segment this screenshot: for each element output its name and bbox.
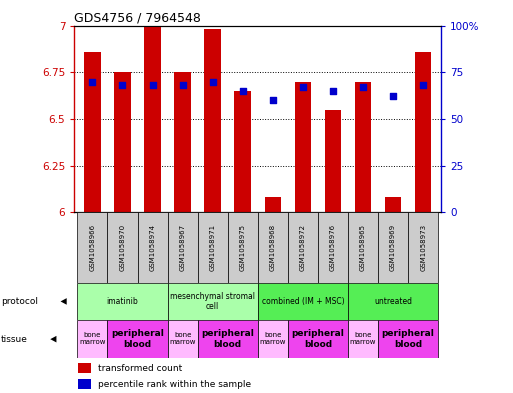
Bar [77,212,107,283]
Bar [355,81,371,212]
Bar [288,212,318,283]
Bar [198,320,258,358]
Point [209,79,217,85]
Bar [204,29,221,212]
Bar [234,91,251,212]
Bar [385,197,401,212]
Bar [378,320,438,358]
Bar [348,320,378,358]
Point [419,82,427,88]
Text: GSM1058969: GSM1058969 [390,224,396,271]
Bar [114,72,131,212]
Text: bone
marrow: bone marrow [79,332,106,345]
Bar [265,197,281,212]
Text: percentile rank within the sample: percentile rank within the sample [98,380,251,389]
Bar [258,320,288,358]
Bar [77,320,107,358]
Bar [408,212,438,283]
Bar [288,320,348,358]
Text: transformed count: transformed count [98,364,183,373]
Bar [137,212,168,283]
Point [179,82,187,88]
Bar [84,51,101,212]
Text: mesenchymal stromal
cell: mesenchymal stromal cell [170,292,255,311]
Bar [258,283,348,320]
Point [88,79,96,85]
Text: GDS4756 / 7964548: GDS4756 / 7964548 [74,11,201,24]
Point [269,97,277,103]
Text: GSM1058973: GSM1058973 [420,224,426,271]
Text: protocol: protocol [1,297,38,306]
Text: imatinib: imatinib [107,297,139,306]
Bar [258,212,288,283]
Point [239,88,247,94]
Point [329,88,337,94]
Text: GSM1058967: GSM1058967 [180,224,186,271]
Text: tissue: tissue [1,335,28,343]
Text: GSM1058974: GSM1058974 [150,224,155,271]
Bar [144,26,161,212]
Text: GSM1058976: GSM1058976 [330,224,336,271]
Bar [348,283,438,320]
Text: GSM1058965: GSM1058965 [360,224,366,271]
Text: peripheral
blood: peripheral blood [291,329,344,349]
Text: GSM1058971: GSM1058971 [210,224,215,271]
Bar [198,212,228,283]
Text: bone
marrow: bone marrow [169,332,196,345]
Text: peripheral
blood: peripheral blood [111,329,164,349]
Text: GSM1058975: GSM1058975 [240,224,246,271]
Text: untreated: untreated [374,297,412,306]
Text: GSM1058970: GSM1058970 [120,224,126,271]
Text: GSM1058972: GSM1058972 [300,224,306,271]
Bar [168,212,198,283]
Text: GSM1058966: GSM1058966 [89,224,95,271]
Bar [107,320,168,358]
Point [359,84,367,90]
Bar [228,212,258,283]
Bar [107,212,137,283]
Bar [415,51,431,212]
Text: GSM1058968: GSM1058968 [270,224,276,271]
Text: combined (IM + MSC): combined (IM + MSC) [262,297,344,306]
Text: peripheral
blood: peripheral blood [201,329,254,349]
Bar [168,283,258,320]
Text: bone
marrow: bone marrow [260,332,286,345]
Bar [294,81,311,212]
Point [148,82,156,88]
Text: bone
marrow: bone marrow [350,332,376,345]
Bar [325,110,341,212]
Bar [168,320,198,358]
Bar [78,363,91,373]
Bar [378,212,408,283]
Point [389,93,397,99]
Bar [174,72,191,212]
Point [299,84,307,90]
Bar [78,379,91,389]
Text: peripheral
blood: peripheral blood [382,329,435,349]
Bar [77,283,168,320]
Point [119,82,127,88]
Bar [348,212,378,283]
Bar [318,212,348,283]
